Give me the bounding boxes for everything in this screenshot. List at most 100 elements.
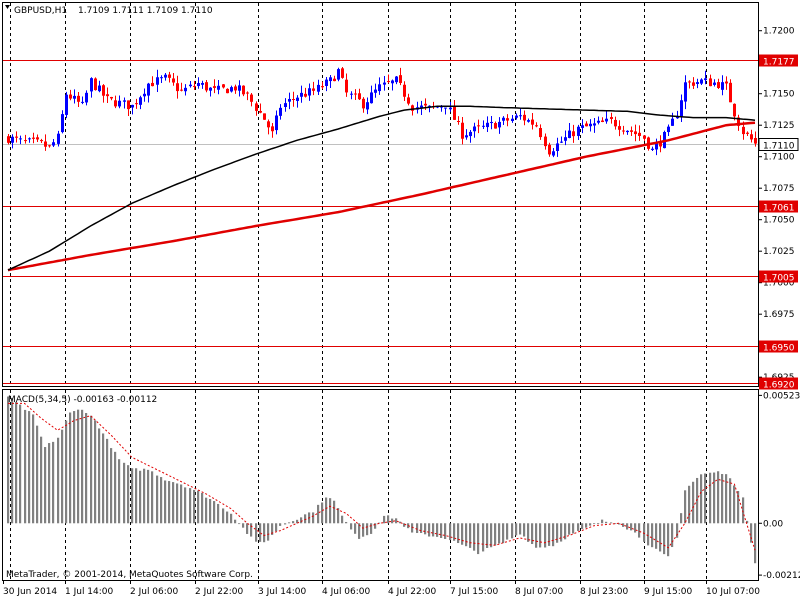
candle-body: [242, 85, 245, 95]
macd-bar: [32, 414, 35, 524]
macd-bar: [213, 501, 216, 524]
macd-bar: [7, 396, 10, 524]
candle-body: [312, 88, 315, 91]
candle-body: [461, 122, 464, 139]
candle-body: [28, 138, 31, 140]
macd-bar: [436, 523, 439, 537]
macd-bar: [416, 523, 419, 534]
candle-body: [593, 123, 596, 126]
candle-body: [271, 126, 274, 132]
macd-bar: [317, 504, 320, 524]
time-label: 7 Jul 15:00: [450, 587, 499, 597]
time-label: 1 Jul 14:00: [65, 587, 114, 597]
macd-tick-label: 0.00523: [763, 391, 800, 401]
candle-body: [676, 116, 679, 119]
chart-shift-icon[interactable]: [5, 5, 10, 9]
macd-bar: [420, 523, 423, 533]
candle-body: [127, 100, 130, 110]
macd-bar: [494, 523, 497, 546]
macd-bar: [651, 523, 654, 548]
macd-bar: [40, 436, 43, 524]
macd-bar: [618, 523, 621, 525]
candle-body: [85, 92, 88, 103]
macd-bar: [184, 487, 187, 524]
macd-bar: [552, 523, 555, 547]
candle-body: [659, 142, 662, 147]
candle-body: [345, 79, 348, 93]
price-level-label: 1.7177: [763, 58, 795, 68]
candle-body: [213, 86, 216, 88]
macd-bar: [671, 523, 674, 548]
macd-bar: [242, 523, 245, 528]
macd-bar: [81, 409, 84, 524]
candle-body: [358, 93, 361, 100]
candle-body: [57, 133, 60, 144]
macd-bar: [321, 502, 324, 524]
macd-header: MACD(5,34,5) -0.00163 -0.00112: [8, 395, 157, 405]
macd-bar: [102, 433, 105, 524]
time-label: 30 Jun 2014: [3, 587, 57, 597]
candle-body: [288, 98, 291, 102]
macd-bar: [292, 521, 295, 524]
candle-body: [139, 97, 142, 105]
candle-body: [370, 92, 373, 104]
macd-bar: [164, 480, 167, 524]
candle-body: [7, 136, 10, 143]
macd-bar: [610, 522, 613, 524]
candle-body: [692, 82, 695, 86]
candle-body: [61, 114, 64, 133]
price-level-tag: [759, 270, 798, 283]
candle-body: [490, 122, 493, 124]
macd-bar: [259, 523, 262, 542]
main-panel-border: [2, 2, 759, 387]
candle-body: [168, 74, 171, 78]
macd-bar: [28, 411, 31, 524]
macd-bar: [246, 523, 249, 534]
candle-body: [725, 81, 728, 84]
candle-body: [234, 86, 237, 91]
macd-bar: [11, 397, 14, 524]
candle-body: [325, 79, 328, 86]
macd-bar: [539, 523, 542, 548]
macd-bar: [341, 515, 344, 524]
candle-body: [680, 100, 683, 117]
macd-bar: [110, 448, 113, 524]
candle-body: [589, 123, 592, 127]
candle-body: [304, 93, 307, 97]
macd-bar: [424, 523, 427, 535]
macd-bar: [296, 519, 299, 524]
candle-body: [399, 75, 402, 83]
macd-bar: [527, 523, 530, 542]
candle-body: [630, 130, 633, 132]
macd-bar: [147, 469, 150, 524]
macd-bar: [329, 498, 332, 524]
macd-bar: [131, 468, 134, 524]
macd-bar: [461, 523, 464, 545]
macd-bar: [457, 523, 460, 544]
macd-bar: [383, 515, 386, 524]
candle-body: [473, 126, 476, 132]
macd-bar: [428, 523, 431, 537]
candle-body: [81, 101, 84, 103]
candle-body: [267, 121, 270, 128]
macd-bar: [358, 523, 361, 539]
candle-body: [263, 113, 266, 120]
macd-bar: [201, 492, 204, 524]
macd-bar: [581, 523, 584, 529]
macd-bar: [634, 523, 637, 533]
candle-body: [201, 82, 204, 85]
candle-body: [469, 131, 472, 137]
candle-body: [733, 103, 736, 117]
candle-body: [275, 115, 278, 131]
candle-body: [300, 92, 303, 97]
candlestick-series: [7, 67, 757, 158]
macd-bar: [411, 523, 414, 533]
candle-body: [383, 82, 386, 85]
candle-body: [494, 123, 497, 129]
macd-bar: [680, 513, 683, 524]
candle-body: [564, 137, 567, 141]
candle-body: [622, 130, 625, 132]
price-level-tag: [759, 377, 798, 390]
